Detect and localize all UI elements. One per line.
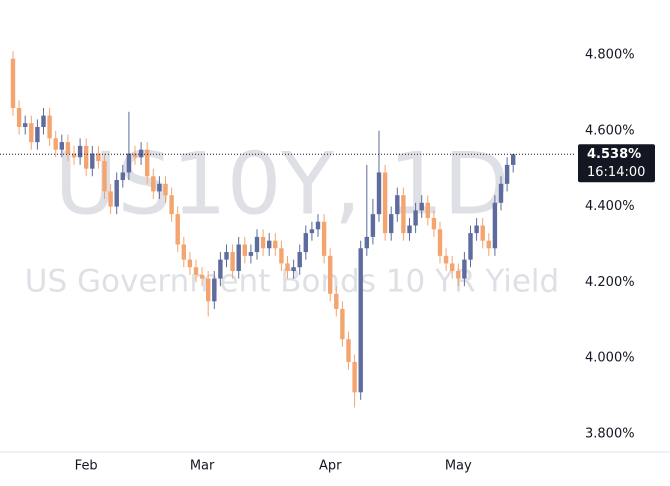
candle-body: [364, 236, 369, 249]
candle-body: [10, 58, 16, 109]
candle-body: [334, 293, 339, 309]
x-tick-label: Feb: [75, 459, 98, 474]
candle-body: [291, 267, 296, 272]
candle-body: [370, 214, 376, 237]
candle-body: [395, 195, 400, 215]
candle-body: [431, 217, 437, 230]
candle-body: [340, 308, 345, 340]
candle-body: [77, 145, 83, 158]
candle-body: [181, 244, 186, 260]
candle-body: [23, 123, 28, 127]
candle-body: [96, 153, 101, 162]
candle-body: [474, 225, 479, 234]
candle-body: [157, 183, 162, 192]
candle-body: [41, 115, 46, 127]
candle-body: [303, 233, 308, 253]
y-tick-label: 4.800%: [585, 47, 635, 62]
candle-body: [352, 361, 357, 393]
candle-body: [102, 161, 107, 192]
candle-body: [358, 248, 363, 393]
last-time-label: 16:14:00: [587, 165, 645, 180]
candle-body: [47, 115, 52, 139]
candle-body: [498, 183, 504, 203]
candle-body: [151, 176, 156, 192]
candle-body: [401, 195, 406, 234]
candle-body: [389, 214, 394, 234]
candle-body: [462, 259, 467, 279]
candle-body: [145, 149, 150, 177]
candle-body: [224, 252, 229, 260]
candle-body: [297, 252, 302, 268]
candle-body: [90, 153, 95, 169]
candle-body: [84, 145, 89, 169]
candle-body: [169, 195, 174, 215]
candle-body: [132, 153, 138, 158]
candle-body: [236, 244, 241, 272]
candle-body: [175, 214, 180, 245]
candle-body: [511, 154, 516, 165]
candle-body: [71, 153, 77, 158]
candle-body: [437, 229, 443, 256]
candle-body: [285, 263, 290, 272]
candle-body: [29, 123, 34, 143]
y-tick-label: 4.400%: [585, 199, 635, 214]
candle-body: [16, 108, 22, 127]
candle-body: [193, 267, 199, 275]
candle-body: [260, 236, 266, 249]
candle-body: [206, 278, 211, 302]
candle-body: [492, 202, 498, 249]
candle-body: [443, 255, 449, 264]
candle-body: [419, 202, 424, 211]
candle-body: [315, 221, 321, 230]
candle-body: [346, 339, 351, 362]
candle-body: [230, 252, 235, 272]
candle-body: [163, 183, 168, 196]
y-tick-label: 4.200%: [585, 275, 635, 290]
last-price-box: [578, 144, 655, 183]
candle-body: [321, 221, 327, 256]
candle-body: [138, 149, 144, 158]
candle-body: [267, 240, 272, 249]
candle-body: [468, 233, 473, 260]
candle-body: [480, 225, 485, 241]
candle-body: [504, 164, 510, 184]
candle-body: [126, 153, 132, 173]
candle-body: [407, 225, 412, 234]
candle-body: [212, 278, 217, 302]
last-price-label: 4.538%: [587, 147, 641, 162]
y-tick-label: 4.000%: [585, 351, 635, 366]
candle-body: [309, 229, 315, 234]
candle-body: [328, 255, 333, 294]
candle-body: [248, 252, 254, 256]
candle-body: [376, 172, 382, 215]
candle-body: [486, 240, 491, 249]
candle-body: [413, 210, 418, 226]
candle-body: [35, 126, 40, 143]
candle-body: [242, 244, 247, 256]
candle-body: [187, 259, 193, 268]
x-tick-label: May: [445, 459, 472, 474]
candle-body: [279, 248, 284, 264]
y-tick-label: 4.600%: [585, 123, 635, 138]
x-tick-label: Mar: [190, 459, 215, 474]
candle-body: [65, 142, 71, 154]
candle-body: [114, 180, 119, 207]
candle-body: [59, 142, 64, 150]
candle-body: [108, 191, 113, 207]
candle-body: [382, 172, 388, 234]
candle-body: [254, 236, 260, 253]
candle-body: [456, 271, 461, 279]
candle-body: [273, 240, 278, 249]
x-tick-label: Apr: [319, 459, 342, 474]
candle-body: [425, 202, 430, 218]
candle-body: [199, 274, 205, 279]
candle-body: [120, 172, 125, 181]
y-tick-label: 3.800%: [585, 426, 635, 441]
candle-body: [450, 263, 455, 272]
candle-body: [218, 259, 223, 279]
candle-body: [53, 138, 58, 150]
